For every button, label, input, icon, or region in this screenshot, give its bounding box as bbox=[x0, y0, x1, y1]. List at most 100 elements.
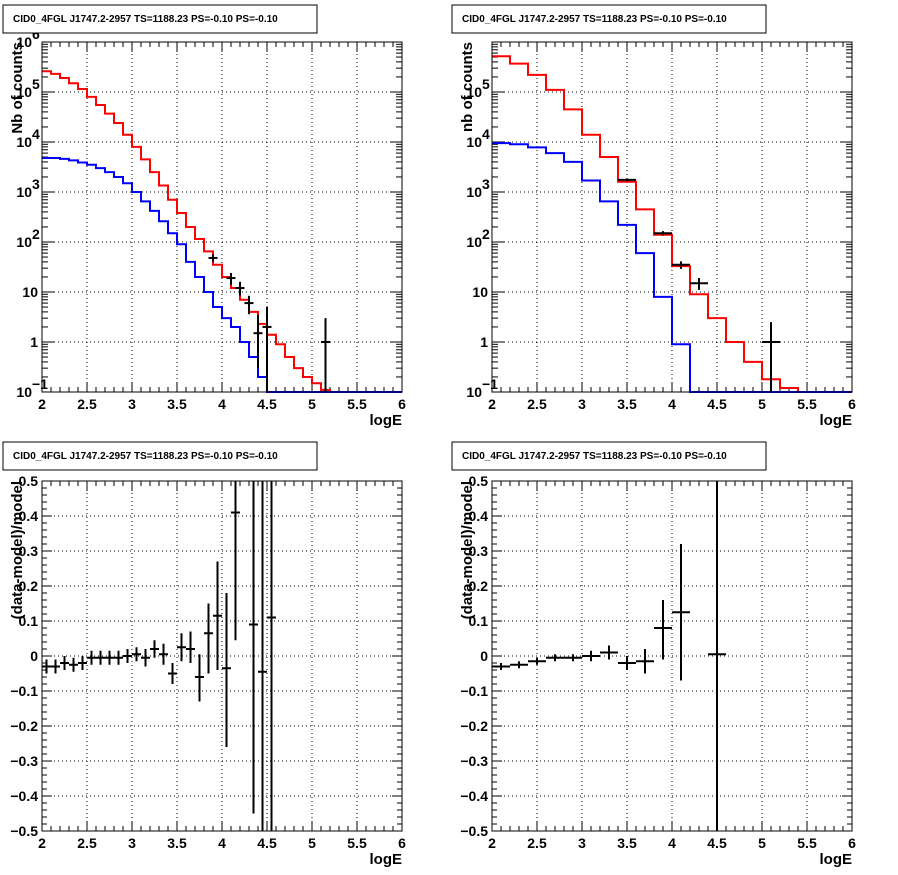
x-axis-label: logE bbox=[370, 851, 403, 868]
x-tick-label: 3 bbox=[578, 835, 586, 851]
y-tick-label: 0 bbox=[30, 648, 38, 664]
y-tick-exponent: −1 bbox=[32, 376, 48, 392]
data-point bbox=[600, 645, 618, 660]
y-tick-label: −0.1 bbox=[10, 683, 38, 699]
y-tick-label: 0.4 bbox=[19, 508, 39, 524]
y-tick-label: 0.1 bbox=[19, 613, 39, 629]
x-tick-label: 3.5 bbox=[617, 396, 637, 412]
y-tick-label: 0.5 bbox=[19, 473, 39, 489]
y-tick-label: 0.2 bbox=[469, 578, 489, 594]
data-point bbox=[69, 657, 78, 672]
x-tick-label: 3.5 bbox=[167, 396, 187, 412]
data-point bbox=[253, 314, 263, 369]
y-axis-label: nb of counts bbox=[459, 42, 476, 132]
data-point bbox=[546, 654, 564, 662]
x-tick-label: 6 bbox=[848, 396, 856, 412]
y-tick-label: 0.2 bbox=[19, 578, 39, 594]
data-point bbox=[51, 659, 60, 674]
x-tick-label: 2.5 bbox=[77, 396, 97, 412]
plot-frame bbox=[41, 41, 403, 393]
y-tick-exponent: −1 bbox=[482, 376, 498, 392]
chart-title: CID0_4FGL J1747.2-2957 TS=1188.23 PS=-0.… bbox=[13, 451, 278, 462]
y-tick-label: 10 bbox=[16, 84, 32, 100]
x-tick-label: 2 bbox=[488, 396, 496, 412]
x-tick-label: 5 bbox=[758, 396, 766, 412]
y-tick-label: 10 bbox=[466, 134, 482, 150]
data-point bbox=[492, 663, 510, 670]
x-tick-label: 3.5 bbox=[617, 835, 637, 851]
plot-frame bbox=[41, 480, 403, 832]
x-tick-label: 4 bbox=[218, 835, 226, 851]
title-box bbox=[2, 441, 318, 471]
data-point bbox=[528, 657, 546, 665]
y-tick-label: −0.3 bbox=[10, 753, 38, 769]
y-tick-label: 10 bbox=[16, 184, 32, 200]
data-point bbox=[186, 631, 195, 663]
x-tick-label: 4.5 bbox=[707, 396, 727, 412]
x-tick-label: 4 bbox=[218, 396, 226, 412]
y-tick-label: 10 bbox=[16, 34, 32, 50]
x-tick-label: 4.5 bbox=[257, 396, 277, 412]
y-tick-label: 10 bbox=[466, 84, 482, 100]
y-tick-exponent: 4 bbox=[482, 126, 490, 142]
x-tick-label: 5.5 bbox=[797, 396, 817, 412]
data-point bbox=[708, 481, 726, 831]
y-tick-exponent: 5 bbox=[482, 76, 490, 92]
data-point bbox=[690, 278, 708, 290]
y-tick-label: −0.2 bbox=[460, 718, 488, 734]
y-tick-label: 0.1 bbox=[469, 613, 489, 629]
chart-title: CID0_4FGL J1747.2-2957 TS=1188.23 PS=-0.… bbox=[462, 451, 727, 462]
y-tick-exponent: 2 bbox=[32, 226, 40, 242]
x-axis-label: logE bbox=[820, 412, 853, 429]
data-point bbox=[672, 261, 690, 269]
data-point bbox=[208, 254, 218, 262]
data-point bbox=[222, 593, 231, 747]
x-tick-label: 2.5 bbox=[527, 835, 547, 851]
data-point bbox=[249, 481, 258, 814]
y-tick-label: 0.3 bbox=[469, 543, 489, 559]
title-box bbox=[2, 4, 318, 34]
x-tick-label: 6 bbox=[398, 396, 406, 412]
data-point bbox=[636, 649, 654, 674]
data-point bbox=[123, 649, 132, 663]
title-box bbox=[451, 441, 767, 471]
data-point bbox=[258, 481, 267, 831]
y-tick-label: −0.1 bbox=[460, 683, 488, 699]
data-point bbox=[87, 650, 96, 665]
x-tick-label: 5.5 bbox=[797, 835, 817, 851]
chart-title: CID0_4FGL J1747.2-2957 TS=1188.23 PS=-0.… bbox=[13, 14, 278, 25]
y-axis-label: (data-model)/model bbox=[9, 481, 26, 619]
chart-panel-4: 2 2.5 3 3.5 4 4.5 5 5.5 6 −0.5 −0.4 −0.3 −0.2 −0.1 0 0.… bbox=[451, 441, 856, 868]
y-axis-label: Nb of counts bbox=[9, 42, 26, 134]
y-tick-label: 10 bbox=[472, 284, 488, 300]
data-point bbox=[60, 656, 69, 670]
data-point bbox=[114, 650, 123, 665]
x-tick-label: 5.5 bbox=[347, 396, 367, 412]
y-tick-exponent: 5 bbox=[32, 76, 40, 92]
y-tick-label: 10 bbox=[16, 234, 32, 250]
y-tick-label: 10 bbox=[16, 134, 32, 150]
title-box bbox=[451, 4, 767, 34]
y-tick-exponent: 3 bbox=[482, 176, 490, 192]
data-point bbox=[654, 231, 672, 236]
x-tick-label: 4.5 bbox=[707, 835, 727, 851]
y-tick-label: −0.5 bbox=[460, 823, 488, 839]
y-tick-label: 0.3 bbox=[19, 543, 39, 559]
data-point bbox=[96, 650, 105, 665]
y-tick-label: 1 bbox=[30, 334, 38, 350]
data-point bbox=[321, 318, 330, 392]
x-tick-label: 5.5 bbox=[347, 835, 367, 851]
data-point bbox=[42, 659, 51, 674]
y-axis-label: (data-model)/model bbox=[459, 481, 476, 619]
x-tick-label: 2.5 bbox=[77, 835, 97, 851]
x-tick-label: 4 bbox=[668, 396, 676, 412]
plot-frame bbox=[491, 41, 853, 393]
chart-panel-3: 2 2.5 3 3.5 4 4.5 5 5.5 6 −0.5 −0.4 −0.3 −0.2 −0.1 0 0.… bbox=[2, 441, 406, 868]
data-point bbox=[762, 322, 780, 392]
x-tick-label: 5 bbox=[308, 396, 316, 412]
y-tick-label: −0.4 bbox=[460, 788, 488, 804]
y-tick-label: 0.4 bbox=[469, 508, 489, 524]
